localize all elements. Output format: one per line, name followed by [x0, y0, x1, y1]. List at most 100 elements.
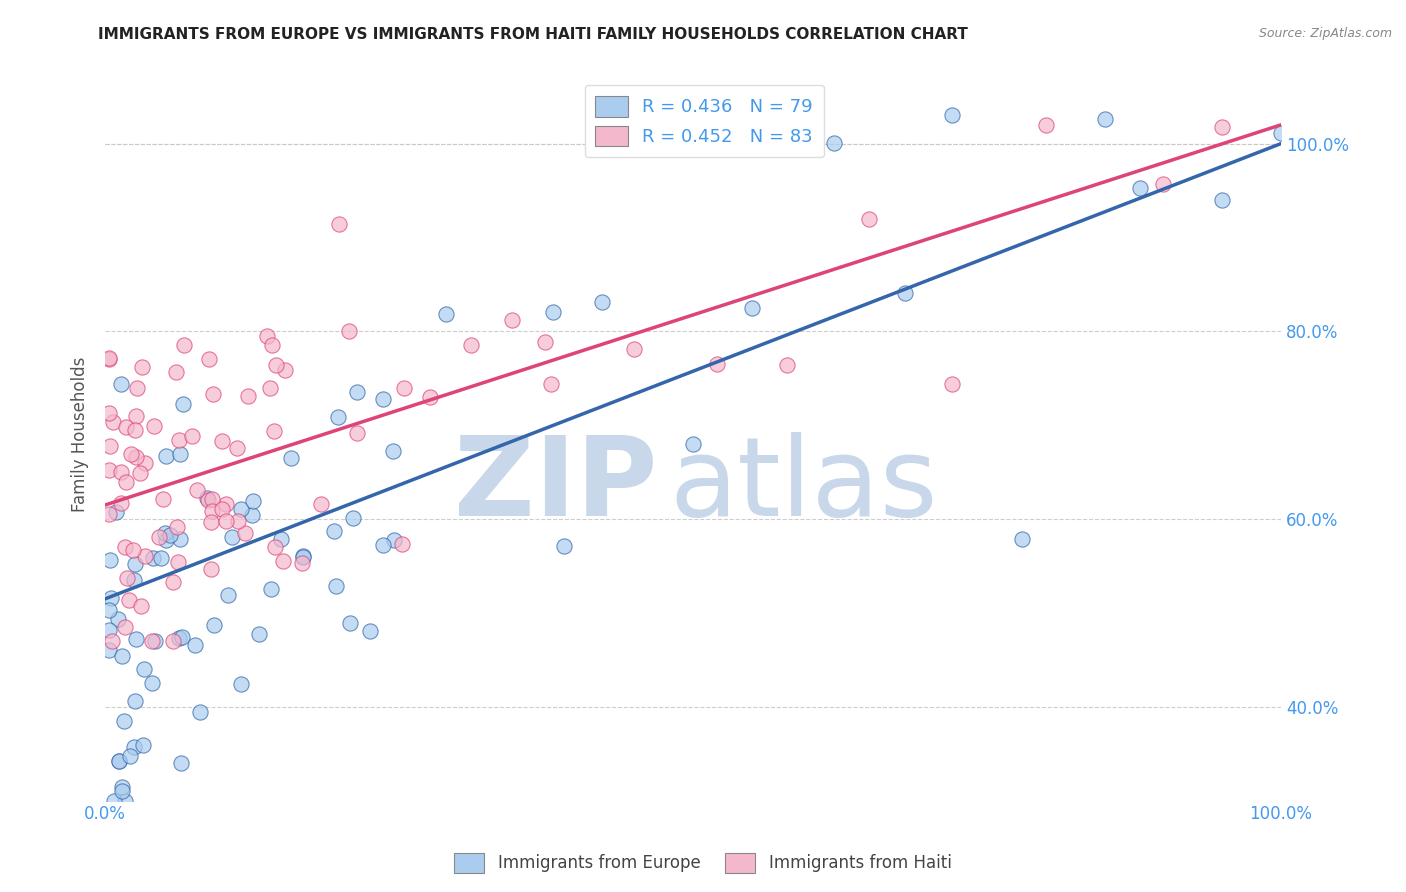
Point — [132, 662, 155, 676]
Point — [226, 515, 249, 529]
Point — [260, 338, 283, 352]
Point — [162, 634, 184, 648]
Point — [419, 390, 441, 404]
Point — [155, 450, 177, 464]
Point — [359, 624, 381, 639]
Point — [169, 434, 191, 448]
Point — [941, 108, 963, 122]
Point — [236, 389, 259, 403]
Point — [97, 642, 120, 657]
Point — [165, 365, 187, 379]
Point — [97, 603, 120, 617]
Point — [141, 634, 163, 648]
Point — [124, 423, 146, 437]
Point — [107, 612, 129, 626]
Point — [195, 491, 218, 506]
Point — [125, 382, 148, 396]
Point — [162, 575, 184, 590]
Point — [108, 754, 131, 768]
Point — [104, 504, 127, 518]
Point — [339, 616, 361, 631]
Point — [122, 573, 145, 587]
Point — [170, 756, 193, 771]
Point — [540, 377, 562, 392]
Point — [97, 352, 120, 367]
Point — [371, 392, 394, 406]
Legend: Immigrants from Europe, Immigrants from Haiti: Immigrants from Europe, Immigrants from … — [447, 847, 959, 880]
Point — [125, 450, 148, 465]
Point — [111, 780, 134, 794]
Legend: R = 0.436   N = 79, R = 0.452   N = 83: R = 0.436 N = 79, R = 0.452 N = 83 — [585, 85, 824, 157]
Text: ZIP: ZIP — [454, 433, 658, 540]
Point — [197, 492, 219, 507]
Point — [274, 363, 297, 377]
Point — [541, 305, 564, 319]
Point — [1094, 112, 1116, 127]
Point — [394, 381, 416, 395]
Point — [211, 502, 233, 516]
Point — [152, 491, 174, 506]
Point — [124, 694, 146, 708]
Point — [323, 524, 346, 538]
Point — [142, 551, 165, 566]
Point — [371, 538, 394, 552]
Point — [114, 620, 136, 634]
Point — [1035, 118, 1057, 132]
Point — [103, 415, 125, 429]
Point — [1011, 532, 1033, 546]
Point — [200, 562, 222, 576]
Point — [264, 540, 287, 554]
Point — [291, 549, 314, 564]
Point — [128, 466, 150, 480]
Point — [309, 497, 332, 511]
Point — [553, 539, 575, 553]
Text: IMMIGRANTS FROM EUROPE VS IMMIGRANTS FROM HAITI FAMILY HOUSEHOLDS CORRELATION CH: IMMIGRANTS FROM EUROPE VS IMMIGRANTS FRO… — [98, 27, 969, 42]
Point — [118, 593, 141, 607]
Point — [233, 526, 256, 541]
Point — [150, 550, 173, 565]
Point — [256, 328, 278, 343]
Point — [198, 352, 221, 367]
Point — [225, 441, 247, 455]
Point — [270, 532, 292, 546]
Point — [260, 582, 283, 596]
Point — [188, 705, 211, 719]
Point — [346, 384, 368, 399]
Point — [166, 519, 188, 533]
Point — [169, 447, 191, 461]
Point — [941, 376, 963, 391]
Point — [501, 312, 523, 326]
Point — [534, 334, 557, 349]
Point — [134, 549, 156, 563]
Point — [202, 617, 225, 632]
Point — [143, 633, 166, 648]
Point — [186, 483, 208, 498]
Point — [111, 784, 134, 798]
Point — [115, 572, 138, 586]
Point — [591, 294, 613, 309]
Point — [346, 425, 368, 440]
Point — [201, 491, 224, 506]
Point — [242, 493, 264, 508]
Point — [280, 451, 302, 466]
Point — [120, 447, 142, 461]
Point — [382, 533, 405, 547]
Point — [893, 286, 915, 301]
Point — [125, 409, 148, 423]
Y-axis label: Family Households: Family Households — [72, 357, 89, 512]
Point — [391, 537, 413, 551]
Text: atlas: atlas — [669, 433, 938, 540]
Point — [101, 634, 124, 648]
Point — [124, 557, 146, 571]
Point — [1211, 120, 1233, 135]
Point — [108, 754, 131, 768]
Point — [134, 456, 156, 470]
Point — [1152, 177, 1174, 191]
Point — [159, 528, 181, 542]
Point — [167, 631, 190, 645]
Point — [97, 507, 120, 521]
Point — [1270, 126, 1292, 140]
Point — [858, 212, 880, 227]
Point — [112, 714, 135, 729]
Point — [240, 508, 263, 522]
